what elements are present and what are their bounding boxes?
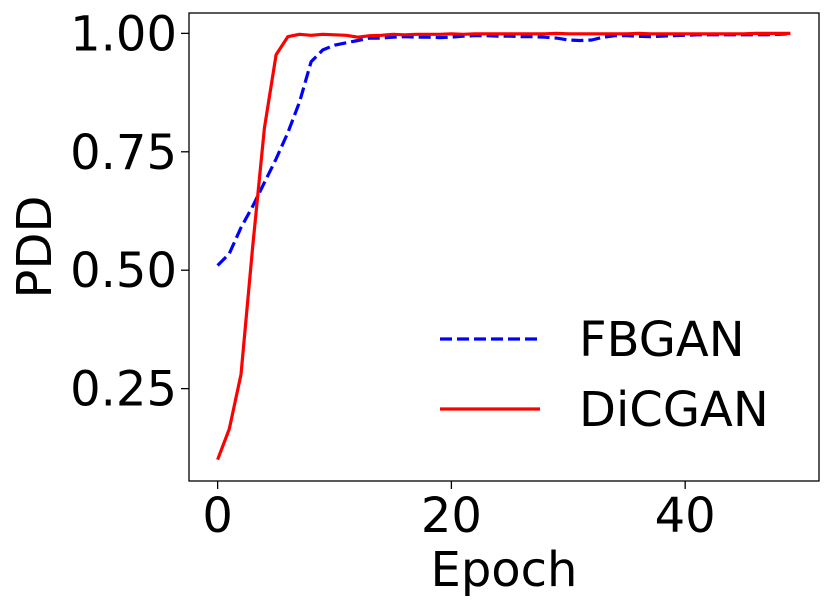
y-tick-label: 0.50 (70, 243, 177, 299)
y-tick-label: 0.25 (70, 362, 177, 418)
x-tick-label: 20 (421, 488, 482, 544)
x-tick-label: 40 (655, 488, 716, 544)
series-layer (216, 31, 791, 461)
x-tick-label: 0 (202, 488, 233, 544)
series-line-dicgan (216, 31, 791, 461)
x-axis-label: Epoch (431, 542, 578, 598)
legend-label-fbgan: FBGAN (579, 312, 745, 368)
legend-label-dicgan: DiCGAN (579, 382, 769, 438)
y-tick-label: 1.00 (70, 6, 177, 62)
x-axis: 0 20 40 (202, 481, 716, 544)
plot-frame (188, 12, 820, 482)
y-axis: 0.25 0.50 0.75 1.00 (70, 6, 189, 418)
y-axis-label: PDD (7, 196, 63, 299)
legend: FBGAN DiCGAN (440, 312, 769, 438)
y-tick-label: 0.75 (70, 125, 177, 181)
series-line-fbgan (216, 32, 791, 267)
